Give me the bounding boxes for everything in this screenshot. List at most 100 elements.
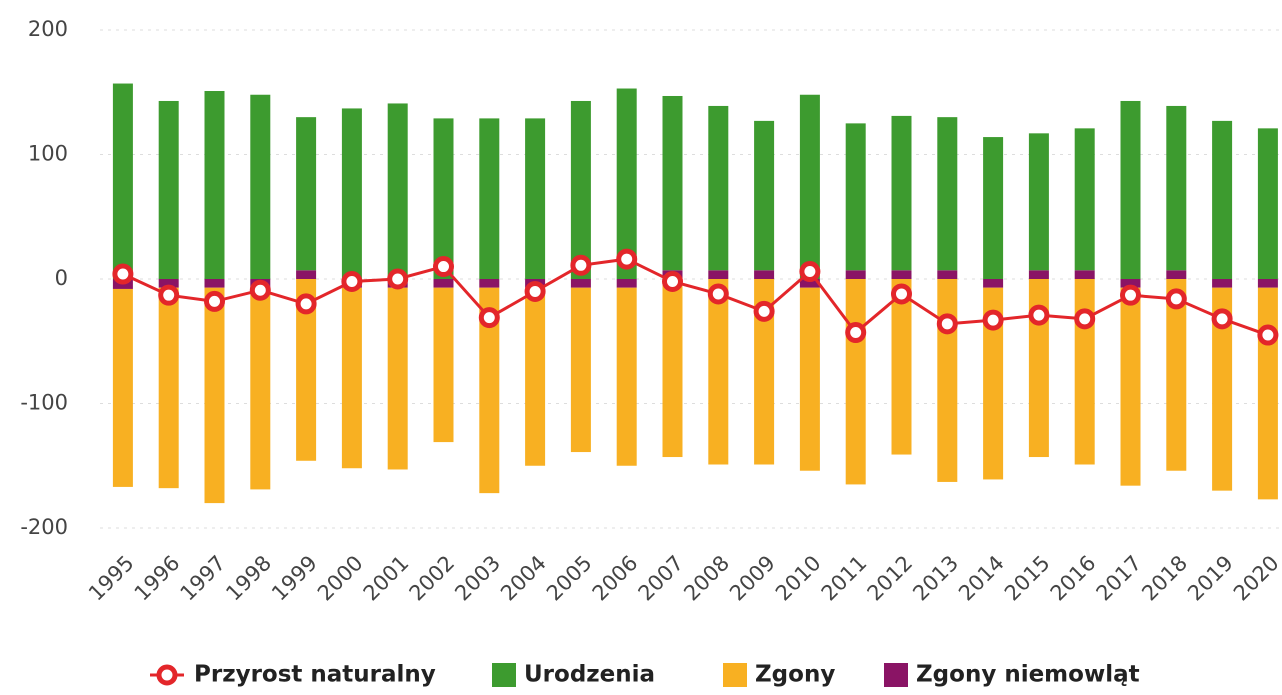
marker bbox=[295, 293, 317, 315]
x-tick-label: 2000 bbox=[313, 551, 368, 606]
x-tick-label: 2008 bbox=[679, 551, 734, 606]
line bbox=[122, 257, 1269, 337]
bar bbox=[341, 287, 362, 469]
bar bbox=[983, 137, 1004, 279]
legend-label: Przyrost naturalny bbox=[194, 662, 436, 688]
legend-swatch bbox=[492, 663, 516, 687]
bar bbox=[1257, 128, 1278, 279]
marker bbox=[707, 283, 729, 305]
marker bbox=[1120, 284, 1141, 306]
bar bbox=[1120, 100, 1141, 279]
bar bbox=[937, 117, 958, 271]
x-tick-label: 2002 bbox=[405, 551, 460, 606]
bar bbox=[387, 103, 408, 279]
y-tick-label: 100 bbox=[28, 142, 68, 166]
bar bbox=[983, 287, 1004, 480]
marker bbox=[891, 283, 912, 305]
x-tick-label: 2016 bbox=[1046, 551, 1101, 606]
x-tick-label: 1995 bbox=[84, 551, 139, 606]
marker bbox=[387, 268, 409, 290]
marker bbox=[1211, 308, 1233, 330]
y-tick-label: 0 bbox=[55, 266, 68, 290]
bar bbox=[387, 287, 408, 470]
bar bbox=[1074, 128, 1095, 271]
marker bbox=[799, 261, 821, 283]
bar bbox=[845, 270, 866, 279]
marker bbox=[249, 279, 271, 301]
bar bbox=[1212, 279, 1233, 288]
marker bbox=[570, 254, 592, 276]
bar bbox=[662, 279, 683, 458]
x-tick-label: 2006 bbox=[588, 551, 643, 606]
bar bbox=[1166, 270, 1187, 279]
legend-swatch bbox=[884, 663, 908, 687]
x-tick-label: 1997 bbox=[176, 551, 231, 606]
x-tick-label: 2003 bbox=[450, 551, 505, 606]
x-tick-label: 2015 bbox=[1000, 551, 1055, 606]
x-tick-label: 2013 bbox=[908, 551, 963, 606]
marker bbox=[112, 263, 134, 285]
bar bbox=[296, 117, 317, 271]
x-tick-label: 2012 bbox=[863, 551, 918, 606]
marker bbox=[845, 322, 867, 344]
bar bbox=[1212, 287, 1233, 491]
marker bbox=[616, 248, 638, 270]
bar bbox=[708, 270, 729, 279]
x-tick-label: 2017 bbox=[1092, 551, 1147, 606]
bar bbox=[479, 279, 500, 288]
bar bbox=[1120, 287, 1141, 486]
bar bbox=[891, 279, 912, 455]
bar bbox=[1028, 133, 1049, 271]
bar bbox=[616, 279, 637, 288]
bar bbox=[570, 287, 591, 453]
bar bbox=[341, 108, 362, 279]
bar bbox=[708, 279, 729, 465]
y-tick-label: 200 bbox=[28, 17, 68, 41]
marker bbox=[1074, 308, 1096, 330]
bar bbox=[1074, 270, 1095, 279]
marker bbox=[1028, 304, 1050, 326]
marker bbox=[1257, 324, 1279, 346]
y-tick-label: -200 bbox=[20, 515, 68, 539]
bar bbox=[845, 279, 866, 485]
x-tick-label: 1998 bbox=[221, 551, 276, 606]
bar bbox=[250, 94, 271, 280]
y-tick-label: -100 bbox=[20, 391, 68, 415]
bar bbox=[112, 83, 133, 279]
bar bbox=[479, 287, 500, 494]
bar bbox=[1166, 105, 1187, 271]
bar bbox=[1257, 287, 1278, 500]
bar bbox=[845, 123, 866, 271]
bar bbox=[708, 105, 729, 271]
bar bbox=[112, 288, 133, 487]
bar bbox=[754, 270, 775, 279]
bar bbox=[616, 287, 637, 466]
bar bbox=[983, 279, 1004, 288]
bar bbox=[937, 279, 958, 482]
bar bbox=[525, 118, 546, 280]
marker bbox=[478, 307, 500, 329]
bar bbox=[1257, 279, 1278, 288]
marker bbox=[982, 309, 1004, 331]
bar bbox=[662, 95, 683, 271]
legend-label: Zgony bbox=[755, 662, 835, 688]
bar bbox=[1028, 270, 1049, 279]
x-tick-label: 1999 bbox=[267, 551, 322, 606]
bar bbox=[433, 279, 454, 288]
x-tick-label: 2007 bbox=[634, 551, 689, 606]
marker bbox=[341, 270, 363, 292]
bar bbox=[433, 118, 454, 280]
bar bbox=[158, 279, 179, 288]
bar bbox=[296, 270, 317, 279]
marker bbox=[204, 290, 225, 312]
bar bbox=[204, 91, 225, 279]
bar bbox=[891, 115, 912, 271]
bar bbox=[250, 287, 271, 490]
x-tick-label: 1996 bbox=[130, 551, 185, 606]
legend-label: Zgony niemowląt bbox=[916, 662, 1140, 688]
bar bbox=[891, 270, 912, 279]
bar bbox=[204, 287, 225, 504]
marker bbox=[158, 284, 180, 306]
marker bbox=[1165, 288, 1187, 310]
legend-swatch bbox=[723, 663, 747, 687]
